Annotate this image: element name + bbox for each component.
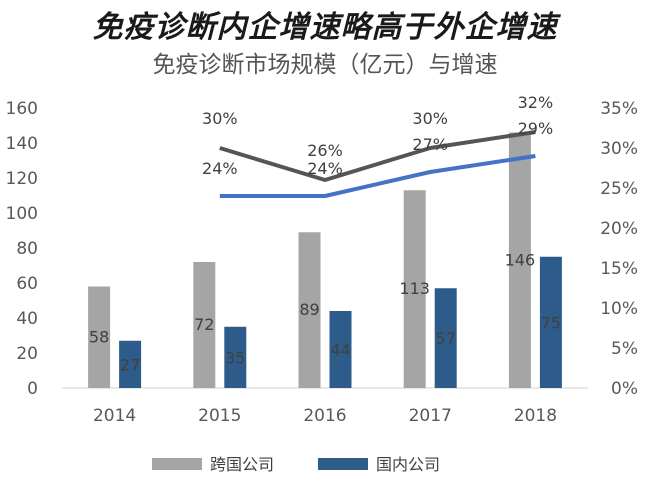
x-tick-label: 2018 — [514, 406, 557, 426]
headline: 免疫诊断内企增速略高于外企增速 — [92, 10, 558, 45]
line-data-label: 32% — [518, 93, 554, 112]
bar-multinational — [88, 286, 111, 388]
y-tick-label: 160 — [6, 99, 38, 119]
y-tick-label: 120 — [6, 169, 38, 189]
line-data-label: 29% — [518, 119, 554, 138]
growth-line-blue — [219, 154, 536, 198]
bar-multinational — [508, 132, 531, 388]
chart-title: 免疫诊断市场规模（亿元）与增速 — [152, 52, 498, 78]
bar-domestic — [329, 311, 352, 388]
line-data-label: 24% — [307, 159, 343, 178]
bar-domestic — [119, 340, 142, 388]
line-data-label: 30% — [202, 109, 238, 128]
x-tick-label: 2014 — [93, 406, 136, 426]
line-data-label: 27% — [412, 135, 448, 154]
bar-data-label: 35 — [225, 348, 245, 367]
line-data-label: 24% — [202, 159, 238, 178]
bar-domestic — [434, 288, 457, 388]
line-data-label: 26% — [307, 141, 343, 160]
y-tick-label: 20 — [16, 344, 38, 364]
legend-label: 跨国公司 — [210, 455, 274, 474]
legend-label: 国内公司 — [376, 455, 440, 474]
bar-data-label: 113 — [399, 279, 430, 298]
bar-domestic — [224, 326, 247, 388]
bar-data-label: 75 — [541, 313, 561, 332]
line-data-label: 30% — [412, 109, 448, 128]
y2-tick-label: 20% — [600, 219, 638, 239]
legend-swatch — [318, 458, 368, 470]
bar-data-label: 146 — [505, 250, 536, 269]
y-tick-label: 60 — [16, 274, 38, 294]
y2-tick-label: 30% — [600, 139, 638, 159]
x-tick-label: 2015 — [198, 406, 241, 426]
y2-tick-label: 5% — [611, 339, 638, 359]
y-tick-label: 40 — [16, 309, 38, 329]
y-tick-label: 100 — [6, 204, 38, 224]
growth-line-dark — [219, 130, 536, 182]
x-tick-label: 2017 — [409, 406, 452, 426]
y2-tick-label: 0% — [611, 379, 638, 399]
y2-tick-label: 35% — [600, 99, 638, 119]
bar-domestic — [539, 256, 562, 388]
y2-tick-label: 25% — [600, 179, 638, 199]
bar-data-label: 72 — [194, 315, 214, 334]
bar-data-label: 89 — [299, 300, 319, 319]
bar-multinational — [298, 232, 321, 388]
y2-tick-label: 10% — [600, 299, 638, 319]
bar-multinational — [403, 190, 426, 388]
bar-data-label: 58 — [89, 327, 109, 346]
x-tick-label: 2016 — [303, 406, 346, 426]
y-tick-label: 80 — [16, 239, 38, 259]
legend-swatch — [152, 458, 202, 470]
y2-tick-label: 15% — [600, 259, 638, 279]
y-tick-label: 0 — [27, 379, 38, 399]
bar-data-label: 27 — [120, 355, 140, 374]
bar-data-label: 57 — [436, 329, 456, 348]
bar-data-label: 44 — [330, 341, 350, 360]
y-tick-label: 140 — [6, 134, 38, 154]
bar-multinational — [193, 262, 216, 388]
